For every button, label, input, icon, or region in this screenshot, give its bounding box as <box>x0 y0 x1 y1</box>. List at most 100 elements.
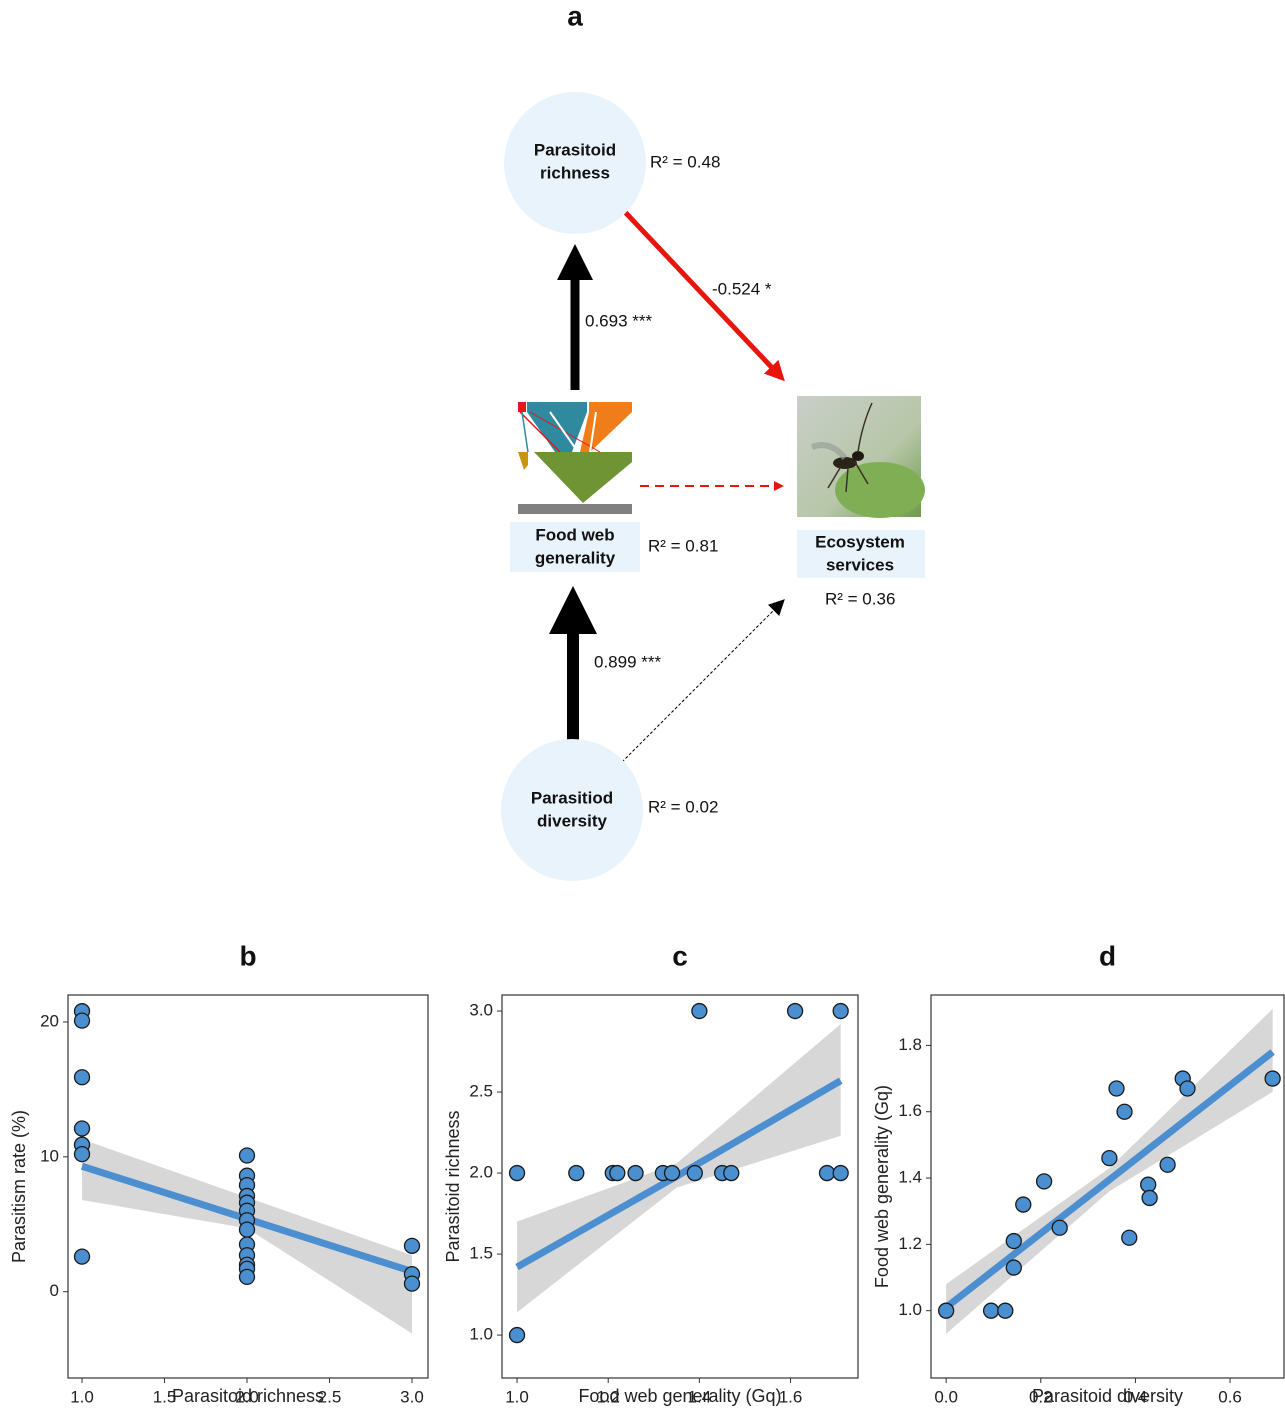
node-circle <box>501 739 643 881</box>
point <box>832 1164 849 1182</box>
node-label: Parasitiod <box>531 788 613 807</box>
x-axis-title: Parasitoid richness <box>172 1386 324 1406</box>
x-axis-title: Parasitoid diversity <box>1032 1386 1183 1406</box>
x-tick-label: 0.0 <box>934 1387 958 1406</box>
point <box>832 1002 849 1020</box>
point <box>1101 1149 1118 1167</box>
node-label: Ecosystem <box>815 532 905 551</box>
confidence-band <box>82 1139 412 1334</box>
edge-arrow <box>621 599 785 763</box>
x-tick-label: 1.4 <box>688 1387 712 1406</box>
node-label: diversity <box>537 811 607 830</box>
point <box>1005 1259 1022 1276</box>
node-box <box>797 530 925 578</box>
r-squared: R² = 0.48 <box>650 152 720 171</box>
y-axis-title: Food web generality (Gq) <box>872 1085 892 1288</box>
node-label: richness <box>540 163 610 182</box>
insect-photo <box>797 396 925 518</box>
point <box>663 1164 681 1182</box>
point <box>1159 1156 1176 1173</box>
scatter-panel: c 1.0 1.2 1.4 1.6 1.0 1.5 2.0 2.5 3.0 Food web gen… <box>443 940 859 1406</box>
point <box>508 1164 526 1182</box>
point <box>982 1302 1000 1319</box>
x-tick-label: 2.0 <box>235 1387 259 1406</box>
plot-frame <box>930 994 1285 1379</box>
point <box>238 1268 256 1286</box>
confidence-band <box>946 1008 1273 1334</box>
plot-frame <box>67 994 429 1379</box>
x-tick-label: 0.2 <box>1029 1387 1053 1406</box>
point <box>73 1069 91 1086</box>
food-web-icon <box>518 402 632 514</box>
x-tick-label: 1.0 <box>505 1387 529 1406</box>
point <box>1264 1070 1281 1087</box>
point <box>1051 1219 1068 1236</box>
node-label: Parasitoid <box>534 140 616 159</box>
point <box>1179 1080 1196 1097</box>
point <box>1035 1173 1053 1190</box>
point <box>1108 1080 1125 1097</box>
panel-title: c <box>672 940 688 971</box>
x-tick-label: 1.5 <box>153 1387 177 1406</box>
point <box>73 1145 91 1163</box>
plot-frame <box>501 994 859 1379</box>
y-tick-label: 1.0 <box>898 1300 922 1319</box>
y-tick-label: 2.5 <box>469 1082 493 1101</box>
y-tick-label: 1.6 <box>898 1101 922 1120</box>
confidence-band <box>517 1024 841 1313</box>
point <box>403 1275 421 1292</box>
point <box>238 1221 256 1238</box>
y-tick-label: 1.5 <box>469 1244 493 1263</box>
x-tick-label: 1.6 <box>779 1387 803 1406</box>
x-tick-label: 2.5 <box>318 1387 342 1406</box>
node-label: services <box>826 555 894 574</box>
fit-line <box>943 1049 1275 1311</box>
edge-label: 0.693 *** <box>585 311 652 330</box>
panel-title: d <box>1099 940 1116 971</box>
y-tick-label: 10 <box>40 1146 59 1165</box>
node-circle <box>504 92 646 234</box>
edge-label: -0.524 * <box>712 279 772 298</box>
y-tick-label: 3.0 <box>469 1001 493 1020</box>
point <box>1005 1232 1022 1250</box>
y-tick-label: 1.0 <box>469 1325 493 1344</box>
point <box>818 1164 836 1182</box>
point <box>1015 1196 1032 1213</box>
point <box>686 1164 703 1182</box>
point <box>691 1002 708 1020</box>
scatter-panels: b 1.0 1.5 2.0 2.5 3.0 0 10 20 Parasitoid richness… <box>9 940 1285 1406</box>
point <box>1141 1189 1158 1207</box>
scatter-panel: b 1.0 1.5 2.0 2.5 3.0 0 10 20 Parasitoid richness… <box>9 940 429 1406</box>
y-axis-title: Parasitoid richness <box>443 1110 463 1262</box>
edge-label: 0.899 *** <box>594 652 661 671</box>
edge-arrow <box>623 210 785 382</box>
y-tick-label: 20 <box>40 1011 59 1030</box>
point <box>238 1147 256 1164</box>
x-tick-label: 3.0 <box>400 1387 424 1406</box>
point <box>73 1120 91 1137</box>
r-squared: R² = 0.36 <box>825 589 895 608</box>
y-axis-title: Parasitism rate (%) <box>9 1110 29 1263</box>
point <box>1121 1229 1138 1246</box>
r-squared: R² = 0.02 <box>648 797 718 816</box>
y-tick-label: 1.2 <box>898 1234 922 1253</box>
point <box>609 1164 626 1182</box>
point <box>568 1164 585 1182</box>
point <box>508 1326 526 1344</box>
point <box>73 1248 91 1265</box>
x-axis-title: Food web generality (Gq) <box>578 1386 781 1406</box>
node-label: generality <box>535 548 616 567</box>
panel-a: a 0.693 *** -0.524 * 0.899 *** Parasitoi… <box>501 0 925 881</box>
point <box>627 1164 644 1182</box>
point <box>937 1302 955 1319</box>
x-tick-label: 0.6 <box>1218 1387 1242 1406</box>
scatter-panel: d 0.0 0.2 0.4 0.6 1.0 1.2 1.4 1.6 1.8 Parasitoid d… <box>872 940 1285 1406</box>
node-label: Food web <box>535 525 614 544</box>
point <box>997 1302 1014 1319</box>
y-tick-label: 1.8 <box>898 1035 922 1054</box>
x-tick-label: 0.4 <box>1124 1387 1148 1406</box>
point <box>786 1002 804 1020</box>
y-tick-label: 2.0 <box>469 1163 493 1182</box>
point <box>403 1237 421 1254</box>
